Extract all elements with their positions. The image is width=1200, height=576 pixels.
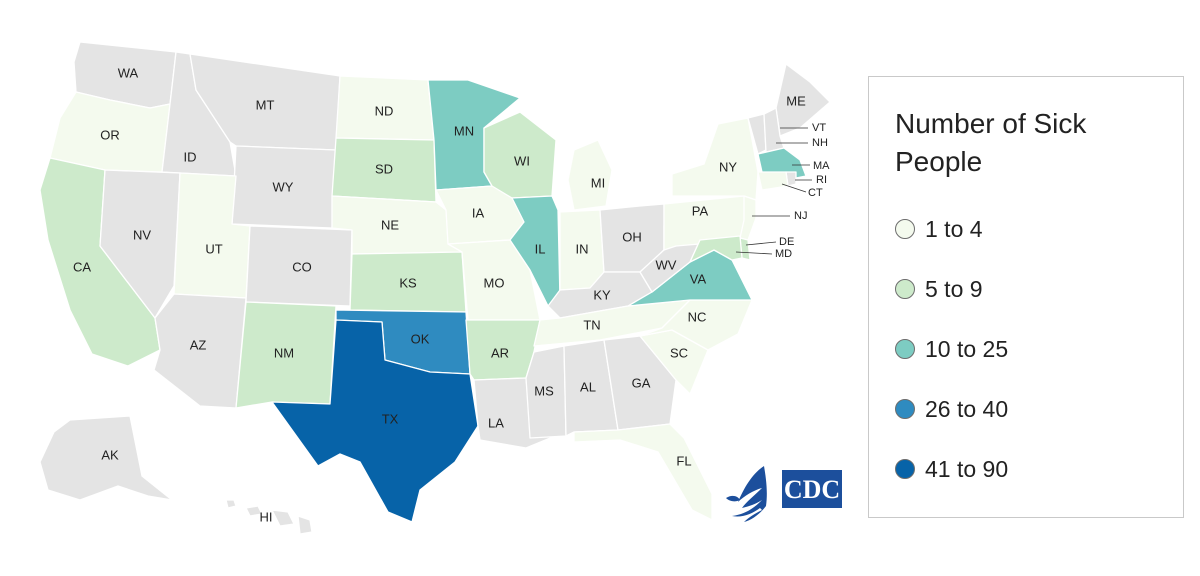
- state-MI[interactable]: [567, 139, 613, 211]
- state-NY[interactable]: [671, 117, 759, 201]
- legend: Number of Sick People 1 to 4 5 to 9 10 to …: [868, 76, 1184, 518]
- state-FL[interactable]: [573, 423, 713, 521]
- state-label-KY: KY: [593, 287, 611, 302]
- legend-label: 41 to 90: [925, 455, 1009, 482]
- state-label-WY: WY: [273, 179, 294, 194]
- state-label-WV: WV: [656, 257, 677, 272]
- legend-swatch: [895, 279, 915, 299]
- state-label-WA: WA: [118, 65, 139, 80]
- state-label-DE: DE: [779, 236, 794, 248]
- legend-item: 26 to 40: [895, 379, 1157, 439]
- state-label-SC: SC: [670, 345, 688, 360]
- state-label-OK: OK: [411, 331, 430, 346]
- state-label-HI: HI: [260, 509, 273, 524]
- state-label-GA: GA: [632, 375, 651, 390]
- state-HI[interactable]: [225, 499, 313, 535]
- state-label-CT: CT: [808, 187, 823, 199]
- state-label-IL: IL: [535, 241, 546, 256]
- state-label-WI: WI: [514, 153, 530, 168]
- state-label-VT: VT: [812, 122, 826, 134]
- state-label-IN: IN: [576, 241, 589, 256]
- state-label-AL: AL: [580, 379, 596, 394]
- state-MS[interactable]: [525, 345, 567, 439]
- state-label-KS: KS: [399, 275, 417, 290]
- state-AK[interactable]: [39, 415, 173, 501]
- legend-label: 26 to 40: [925, 395, 1009, 422]
- us-map: WA OR CA ID NV MT WY UT AZ CO NM ND SD NE KS OK TX MN IA MO…: [39, 41, 842, 535]
- state-label-MD: MD: [775, 248, 792, 260]
- state-label-AK: AK: [101, 447, 119, 462]
- state-label-CA: CA: [73, 259, 91, 274]
- state-label-MN: MN: [454, 123, 474, 138]
- state-label-NV: NV: [133, 227, 151, 242]
- state-label-AZ: AZ: [190, 337, 207, 352]
- state-label-MI: MI: [591, 175, 605, 190]
- state-label-FL: FL: [676, 453, 691, 468]
- legend-label: 10 to 25: [925, 335, 1009, 362]
- state-label-VA: VA: [690, 271, 707, 286]
- state-label-AR: AR: [491, 345, 509, 360]
- legend-title: Number of Sick People: [895, 108, 1087, 177]
- state-label-ND: ND: [375, 103, 394, 118]
- state-label-RI: RI: [816, 174, 827, 186]
- state-label-OR: OR: [100, 127, 120, 142]
- state-label-IA: IA: [472, 205, 485, 220]
- legend-label: 1 to 4: [925, 215, 983, 242]
- hhs-eagle-logo: [726, 466, 767, 522]
- state-label-NJ: NJ: [794, 210, 807, 222]
- state-label-MS: MS: [534, 383, 554, 398]
- legend-swatch: [895, 219, 915, 239]
- legend-item: 41 to 90: [895, 439, 1157, 499]
- cdc-logo: CDC: [782, 470, 842, 508]
- svg-text:CDC: CDC: [784, 475, 840, 504]
- state-CT[interactable]: [757, 171, 789, 191]
- state-label-TX: TX: [382, 411, 399, 426]
- state-label-MO: MO: [484, 275, 505, 290]
- state-label-NH: NH: [812, 137, 828, 149]
- state-label-OH: OH: [622, 229, 642, 244]
- state-MD[interactable]: [689, 235, 743, 263]
- state-label-TN: TN: [583, 317, 600, 332]
- legend-swatch: [895, 399, 915, 419]
- state-TX[interactable]: [271, 319, 479, 523]
- legend-item: 5 to 9: [895, 259, 1157, 319]
- state-NV[interactable]: [99, 169, 181, 319]
- state-label-NE: NE: [381, 217, 399, 232]
- state-label-NM: NM: [274, 345, 294, 360]
- state-label-UT: UT: [205, 241, 222, 256]
- state-label-LA: LA: [488, 415, 504, 430]
- legend-item: 1 to 4: [895, 199, 1157, 259]
- state-label-PA: PA: [692, 203, 709, 218]
- state-GA[interactable]: [603, 335, 677, 431]
- legend-items: 1 to 4 5 to 9 10 to 25 26 to 40 41 to 90: [895, 199, 1157, 499]
- state-label-ID: ID: [184, 149, 197, 164]
- state-label-MT: MT: [256, 97, 275, 112]
- legend-label: 5 to 9: [925, 275, 983, 302]
- state-label-NC: NC: [688, 309, 707, 324]
- state-NH[interactable]: [763, 107, 785, 153]
- state-label-MA: MA: [813, 160, 830, 172]
- state-label-CO: CO: [292, 259, 312, 274]
- legend-item: 10 to 25: [895, 319, 1157, 379]
- legend-swatch: [895, 339, 915, 359]
- state-label-NY: NY: [719, 159, 737, 174]
- state-label-SD: SD: [375, 161, 393, 176]
- legend-swatch: [895, 459, 915, 479]
- state-label-ME: ME: [786, 93, 806, 108]
